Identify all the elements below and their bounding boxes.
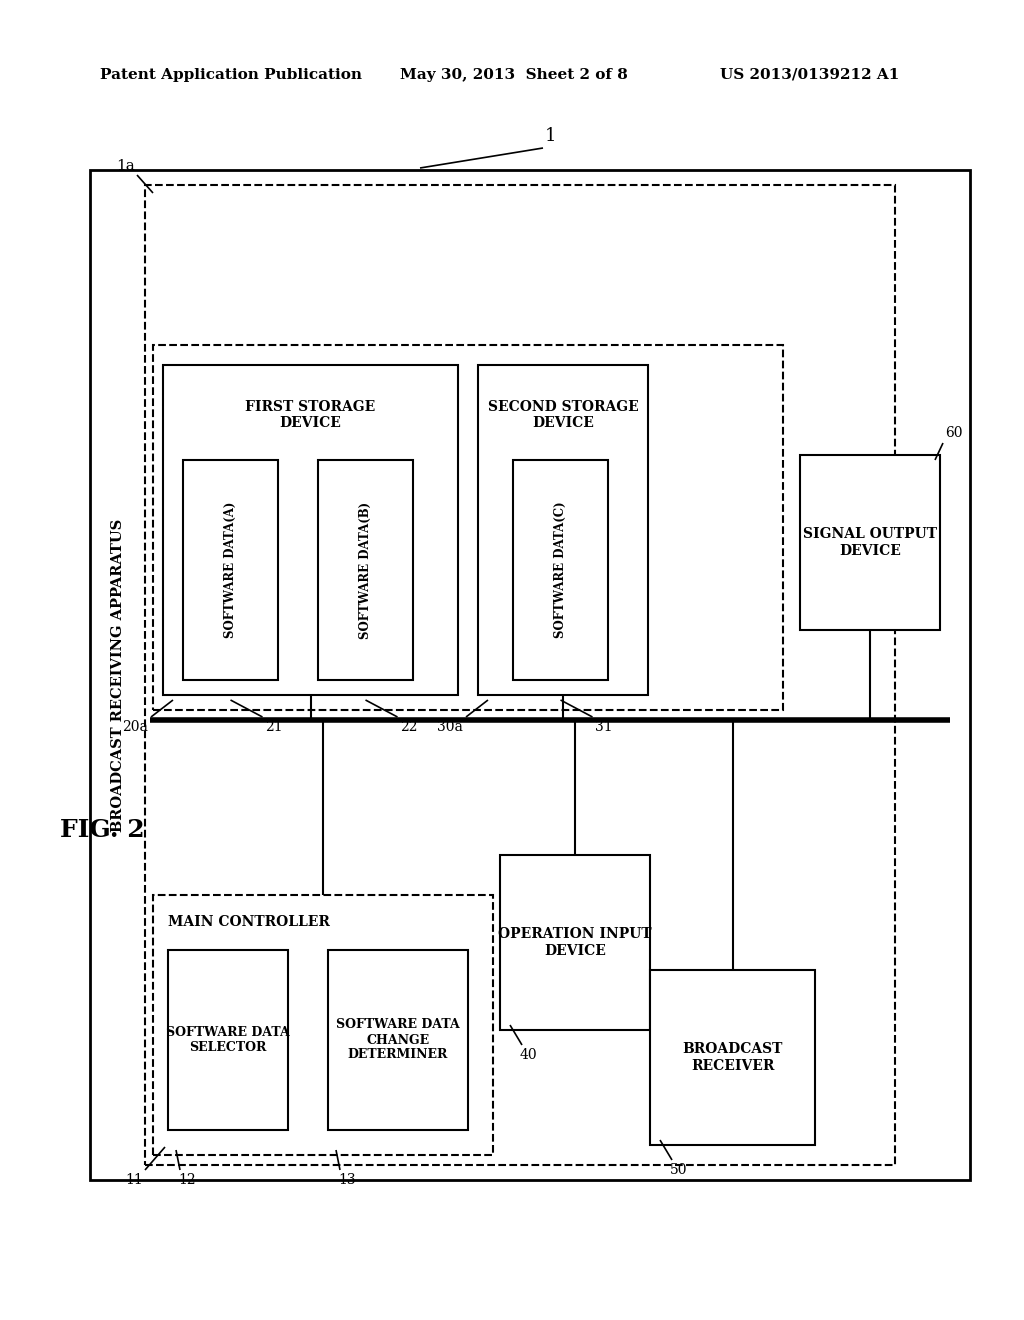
Text: BROADCAST RECEIVING APPARATUS: BROADCAST RECEIVING APPARATUS [111, 519, 125, 832]
Bar [650, 970, 815, 1144]
Text: 60: 60 [945, 426, 963, 440]
Text: 30a: 30a [437, 719, 463, 734]
Text: 11: 11 [125, 1173, 143, 1187]
Text: SOFTWARE DATA(C): SOFTWARE DATA(C) [554, 502, 567, 639]
Text: 1a: 1a [117, 158, 135, 173]
Text: MAIN CONTROLLER: MAIN CONTROLLER [168, 915, 330, 929]
Text: SOFTWARE DATA
SELECTOR: SOFTWARE DATA SELECTOR [166, 1026, 290, 1053]
Text: SOFTWARE DATA(A): SOFTWARE DATA(A) [224, 502, 237, 638]
Text: May 30, 2013  Sheet 2 of 8: May 30, 2013 Sheet 2 of 8 [400, 69, 628, 82]
Text: 22: 22 [400, 719, 418, 734]
Text: 40: 40 [520, 1048, 538, 1063]
Text: OPERATION INPUT
DEVICE: OPERATION INPUT DEVICE [499, 928, 652, 957]
Bar [513, 459, 608, 680]
Text: SECOND STORAGE
DEVICE: SECOND STORAGE DEVICE [487, 400, 638, 430]
Bar [318, 459, 413, 680]
Text: BROADCAST
RECEIVER: BROADCAST RECEIVER [682, 1043, 782, 1073]
Bar [183, 459, 278, 680]
Text: 12: 12 [178, 1173, 196, 1187]
Bar [800, 455, 940, 630]
Text: 1: 1 [545, 127, 556, 145]
Text: SOFTWARE DATA
CHANGE
DETERMINER: SOFTWARE DATA CHANGE DETERMINER [336, 1019, 460, 1061]
Text: 31: 31 [596, 719, 613, 734]
Text: SIGNAL OUTPUT
DEVICE: SIGNAL OUTPUT DEVICE [803, 528, 937, 557]
Text: FIRST STORAGE
DEVICE: FIRST STORAGE DEVICE [246, 400, 376, 430]
Bar [90, 170, 970, 1180]
Text: 50: 50 [670, 1163, 687, 1177]
Bar [145, 185, 895, 1166]
Bar [153, 345, 783, 710]
Bar [168, 950, 288, 1130]
Bar [153, 895, 493, 1155]
Text: FIG. 2: FIG. 2 [60, 818, 144, 842]
Bar [500, 855, 650, 1030]
Text: SOFTWARE DATA(B): SOFTWARE DATA(B) [359, 502, 372, 639]
Bar [328, 950, 468, 1130]
Text: 13: 13 [338, 1173, 355, 1187]
Bar [163, 366, 458, 696]
Text: Patent Application Publication: Patent Application Publication [100, 69, 362, 82]
Bar [478, 366, 648, 696]
Text: 20a: 20a [122, 719, 148, 734]
Text: US 2013/0139212 A1: US 2013/0139212 A1 [720, 69, 899, 82]
Text: 21: 21 [265, 719, 283, 734]
